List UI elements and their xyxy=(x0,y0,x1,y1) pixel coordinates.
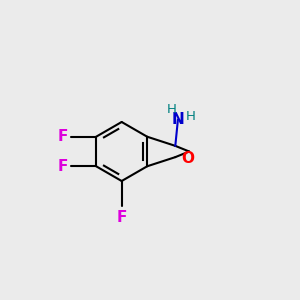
Text: H: H xyxy=(185,110,195,123)
Text: O: O xyxy=(181,151,194,166)
Text: F: F xyxy=(58,159,68,174)
Text: F: F xyxy=(116,210,127,225)
Text: H: H xyxy=(167,103,176,116)
Text: F: F xyxy=(58,129,68,144)
Text: N: N xyxy=(172,112,184,127)
